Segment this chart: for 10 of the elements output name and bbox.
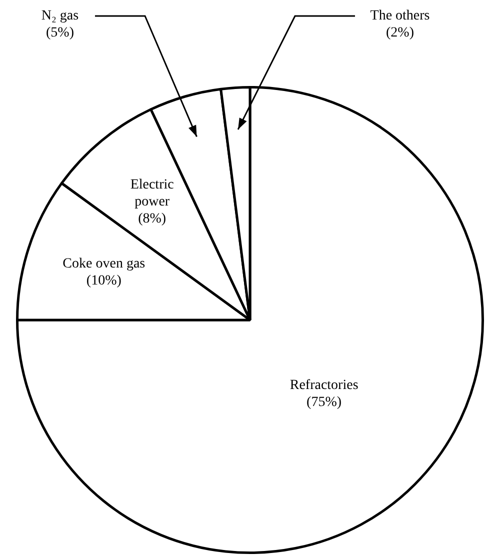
data-label: (10%): [86, 274, 122, 289]
slice-label: The others: [370, 8, 430, 24]
slice-label: Refractories: [290, 378, 358, 394]
data-label: (8%): [138, 211, 166, 226]
slice-label: Coke oven gas: [62, 256, 146, 272]
slice-label: N₂ gas: [41, 8, 79, 24]
data-label: (5%): [46, 26, 74, 41]
slice-label: Electric power: [130, 177, 174, 210]
data-label: (75%): [306, 395, 342, 410]
data-label: (2%): [386, 26, 414, 41]
